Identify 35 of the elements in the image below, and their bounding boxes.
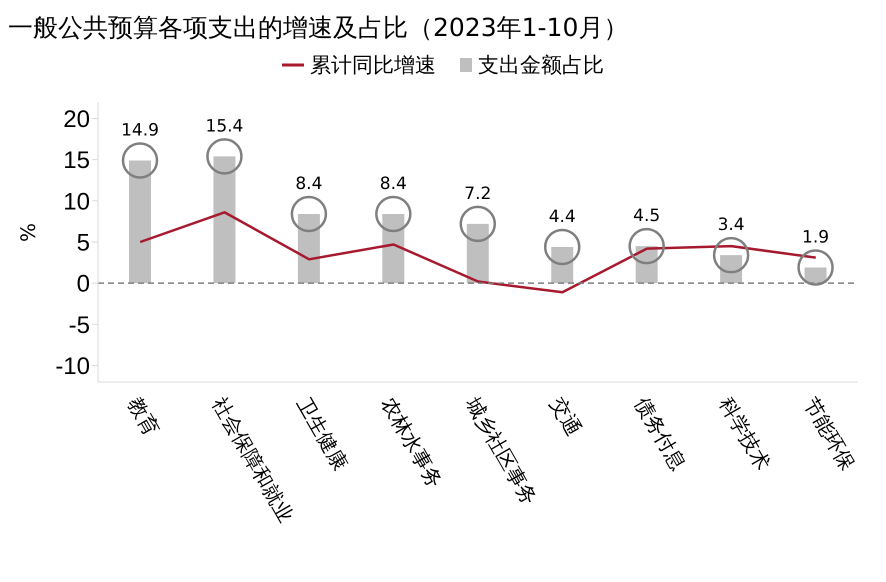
data-label: 8.4: [295, 174, 322, 194]
x-tick-label: 科学技术: [714, 393, 776, 474]
x-tick-label: 城乡社区事务: [460, 392, 542, 510]
data-label: 7.2: [464, 184, 492, 204]
y-tick-label: 0: [76, 270, 90, 298]
y-tick-label: -10: [55, 353, 90, 380]
data-label: 15.4: [206, 116, 244, 136]
data-label: 3.4: [718, 215, 745, 236]
data-label: 4.4: [548, 206, 576, 227]
bar: [382, 214, 404, 284]
x-tick-label: 教育: [123, 393, 164, 440]
data-label: 14.9: [121, 120, 159, 140]
y-tick-label: 5: [76, 230, 90, 257]
bar: [466, 224, 489, 284]
x-tick-label: 债务付息: [630, 393, 691, 474]
bar: [213, 156, 236, 284]
bar: [298, 214, 320, 284]
legend-label: 支出金额占比: [478, 52, 604, 79]
data-label: 4.5: [633, 206, 660, 226]
legend-label: 累计同比增速: [310, 52, 436, 79]
chart-title: 一般公共预算各项支出的增速及占比（2023年1-10月）: [8, 12, 630, 44]
bar: [129, 160, 151, 284]
bar: [804, 268, 827, 284]
y-tick-label: 15: [63, 147, 90, 174]
y-tick-label: 20: [63, 106, 90, 133]
y-tick-label: -5: [68, 312, 90, 339]
bar: [551, 246, 574, 284]
data-label: 1.9: [802, 228, 830, 248]
x-tick-label: 交通: [546, 393, 586, 440]
x-tick-label: 农林水事务: [376, 393, 448, 492]
y-tick-label: 10: [63, 188, 90, 216]
y-axis-title: %: [16, 222, 40, 242]
x-tick-label: 节能环保: [798, 393, 860, 474]
x-tick-label: 卫生健康: [292, 393, 354, 474]
data-label: 8.4: [380, 174, 407, 194]
